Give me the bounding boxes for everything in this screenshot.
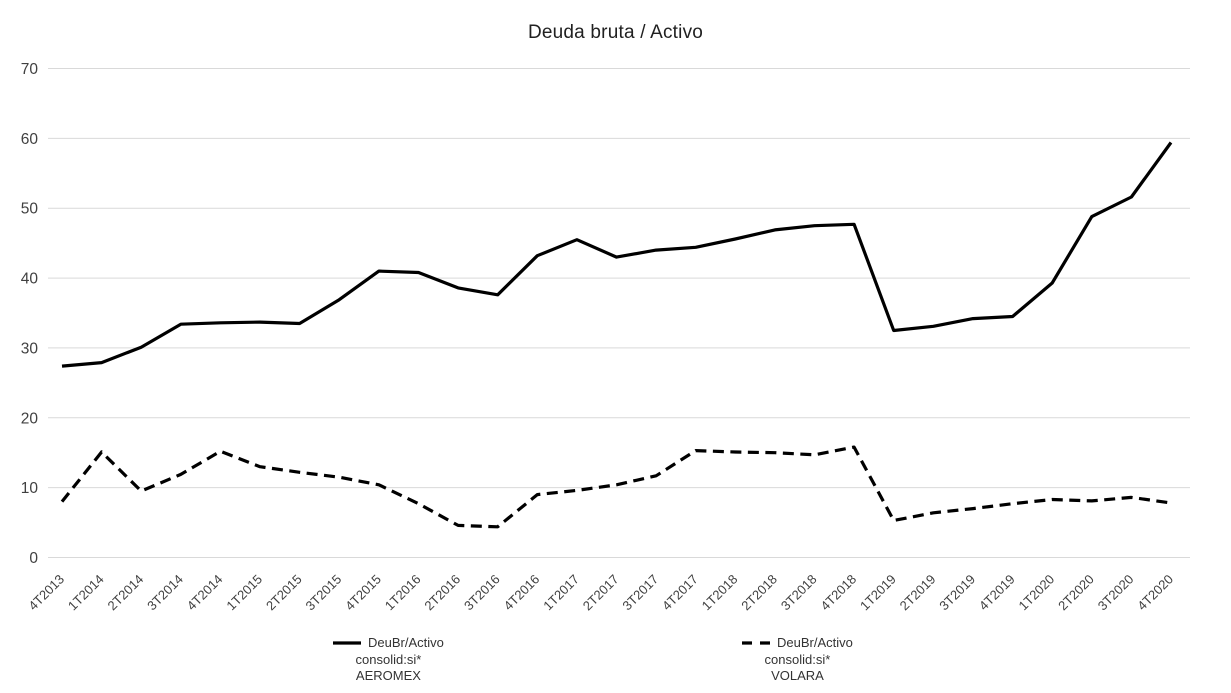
legend-item-aeromex: DeuBr/Activo consolid:si* AEROMEX — [333, 635, 444, 685]
x-axis-tick-label: 3T2020 — [1095, 572, 1137, 614]
x-axis-tick-label: 4T2014 — [184, 572, 226, 614]
x-axis-tick-label: 4T2013 — [25, 572, 67, 614]
x-axis-tick-label: 4T2015 — [342, 572, 384, 614]
x-axis-tick-label: 4T2018 — [817, 572, 859, 614]
x-axis-tick-label: 4T2019 — [976, 572, 1018, 614]
x-axis-tick-label: 1T2018 — [699, 572, 741, 614]
y-axis-tick-label: 20 — [21, 410, 39, 427]
line-chart-plot: 0102030405060704T20131T20142T20143T20144… — [21, 61, 1190, 614]
series-line-aeromex — [61, 141, 1173, 368]
x-axis-tick-label: 3T2018 — [778, 572, 820, 614]
dashed-line-legend-marker-icon — [742, 641, 770, 645]
chart-title: Deuda bruta / Activo — [527, 22, 704, 43]
legend-series-company: VOLARA — [771, 668, 824, 683]
x-axis-tick-label: 1T2015 — [223, 572, 265, 614]
x-axis-tick-label: 3T2014 — [144, 572, 186, 614]
x-axis-tick-label: 1T2020 — [1016, 572, 1058, 614]
x-axis-tick-label: 2T2020 — [1055, 572, 1097, 614]
x-axis-tick-label: 3T2015 — [303, 572, 345, 614]
x-axis-tick-label: 4T2016 — [501, 572, 543, 614]
x-axis-tick-label: 3T2019 — [936, 572, 978, 614]
legend-series-label: DeuBr/Activo — [368, 635, 444, 650]
x-axis-tick-label: 2T2016 — [421, 572, 463, 614]
series-line-volara — [60, 445, 1172, 529]
x-axis-tick-label: 3T2017 — [619, 572, 661, 614]
legend-series-label: DeuBr/Activo — [777, 635, 853, 650]
legend-series-sublabel: consolid:si* — [764, 651, 831, 667]
solid-line-legend-marker-icon — [333, 641, 361, 645]
x-axis-tick-label: 2T2018 — [738, 572, 780, 614]
y-axis-tick-label: 60 — [21, 131, 39, 148]
y-axis-tick-label: 40 — [21, 271, 39, 288]
chart-legend: DeuBr/Activo consolid:si* AEROMEX DeuBr/… — [0, 633, 1231, 693]
x-axis-tick-label: 1T2019 — [857, 572, 899, 614]
x-axis-tick-label: 1T2017 — [540, 572, 582, 614]
x-axis-tick-label: 1T2016 — [382, 572, 424, 614]
y-axis-tick-label: 30 — [21, 340, 39, 357]
y-axis-tick-label: 70 — [21, 61, 39, 78]
x-axis-tick-label: 2T2014 — [105, 572, 147, 614]
y-axis-tick-label: 10 — [21, 480, 39, 497]
y-axis-tick-label: 50 — [21, 201, 39, 218]
x-axis-tick-label: 2T2019 — [897, 572, 939, 614]
x-axis-tick-label: 2T2017 — [580, 572, 622, 614]
x-axis-tick-label: 2T2015 — [263, 572, 305, 614]
x-axis-tick-label: 4T2020 — [1134, 572, 1176, 614]
x-axis-tick-label: 4T2017 — [659, 572, 701, 614]
y-axis-tick-label: 0 — [29, 550, 38, 567]
legend-series-sublabel: consolid:si* — [355, 651, 422, 667]
legend-item-volara: DeuBr/Activo consolid:si* VOLARA — [742, 635, 853, 685]
x-axis-tick-label: 1T2014 — [65, 572, 107, 614]
x-axis-tick-label: 3T2016 — [461, 572, 503, 614]
legend-series-company: AEROMEX — [355, 668, 421, 683]
